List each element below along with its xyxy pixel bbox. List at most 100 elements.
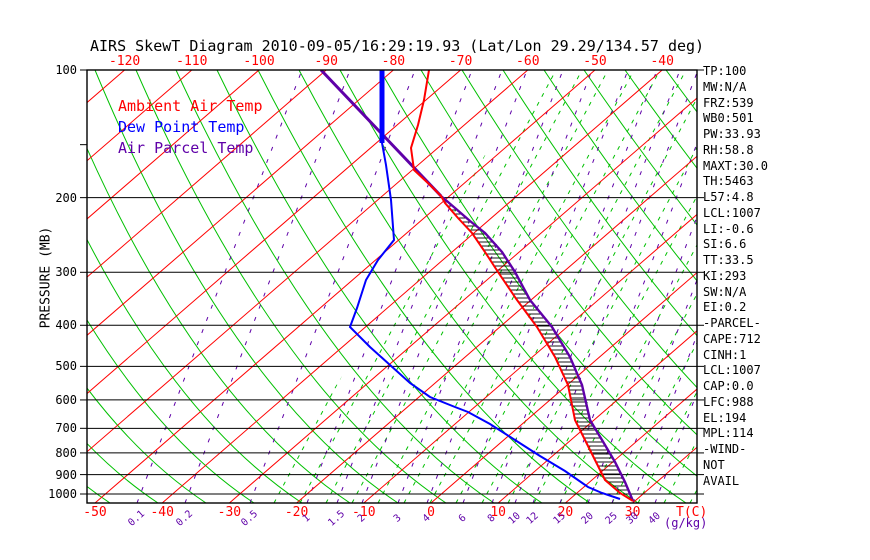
dry-adiabat-line bbox=[87, 387, 207, 503]
bottom-axis-tick-label: 0 bbox=[427, 505, 435, 520]
sounding-param: MAXT:30.0 bbox=[703, 158, 769, 173]
sounding-param: NOT bbox=[703, 457, 725, 472]
isotherm-line bbox=[363, 213, 697, 503]
sounding-param: LFC:988 bbox=[703, 394, 754, 409]
isotherm-line bbox=[87, 70, 327, 278]
top-axis-tick-label: -100 bbox=[243, 54, 275, 69]
dry-adiabat-line bbox=[420, 70, 697, 436]
sounding-param: RH:58.8 bbox=[703, 142, 754, 157]
moist-adiabat-line bbox=[533, 70, 697, 503]
cape-hatch-region bbox=[441, 196, 633, 501]
dry-adiabat-line bbox=[339, 70, 687, 503]
sounding-param: TP:100 bbox=[703, 64, 747, 78]
top-axis-tick-label: -40 bbox=[650, 54, 674, 69]
dry-adiabat-line bbox=[583, 70, 697, 226]
sounding-param: TT:33.5 bbox=[703, 253, 754, 267]
plot-frame bbox=[86, 69, 698, 504]
mixing-ratio-line bbox=[249, 70, 416, 503]
ambient-air-temp-curve bbox=[409, 70, 634, 502]
pressure-tick-label: 500 bbox=[55, 359, 77, 374]
moist-adiabat-line bbox=[481, 70, 697, 503]
sounding-param: PW:33.93 bbox=[703, 127, 761, 141]
sounding-param: MPL:114 bbox=[703, 426, 754, 441]
dry-adiabat-line bbox=[298, 70, 639, 503]
moist-adiabat-line bbox=[611, 70, 697, 503]
top-axis-tick-label: -110 bbox=[176, 54, 208, 69]
isotherm-line bbox=[430, 271, 697, 503]
isotherm-line bbox=[94, 70, 596, 503]
bottom-axis-tick-label: -40 bbox=[150, 505, 174, 520]
air-parcel-temp-curve bbox=[440, 195, 635, 502]
bottom-axis-tick-label: 10 bbox=[490, 505, 507, 520]
moist-adiabat-line bbox=[663, 70, 697, 503]
sounding-param: AVAIL bbox=[703, 473, 740, 488]
pressure-tick-label: 300 bbox=[55, 265, 77, 280]
dry-adiabat-line bbox=[94, 70, 399, 503]
isotherm-line bbox=[87, 70, 394, 337]
dry-adiabat-line bbox=[175, 70, 495, 503]
bottom-axis-tick-label: 30 bbox=[624, 505, 641, 520]
dry-adiabat-line bbox=[502, 70, 697, 337]
pressure-tick-label: 400 bbox=[55, 318, 77, 333]
pressure-tick-label: 900 bbox=[55, 467, 77, 482]
page-title: AIRS SkewT Diagram 2010-09-05/16:29:19.9… bbox=[90, 37, 705, 55]
pressure-tick-label: 800 bbox=[55, 445, 77, 460]
sounding-param: LCL:1007 bbox=[703, 363, 761, 378]
sounding-param: TH:5463 bbox=[703, 174, 754, 189]
isotherm-line bbox=[161, 70, 663, 503]
dry-adiabat-line bbox=[87, 319, 255, 503]
top-axis-tick-label: -70 bbox=[448, 54, 473, 69]
mixing-ratio-line bbox=[306, 70, 473, 503]
dry-adiabat-line bbox=[135, 70, 447, 503]
pressure-tick-label: 200 bbox=[55, 190, 77, 205]
moist-adiabat-line bbox=[768, 70, 870, 503]
moist-adiabat-line bbox=[377, 70, 609, 503]
sounding-param: CAP:0.0 bbox=[703, 379, 754, 393]
sounding-param: SI:6.6 bbox=[703, 237, 747, 252]
isotherm-line bbox=[497, 330, 697, 503]
bottom-axis-tick-label: -30 bbox=[217, 505, 242, 520]
sounding-param: EI:0.2 bbox=[703, 300, 747, 315]
sounding-param: SW:N/A bbox=[703, 284, 747, 299]
sounding-param: LI:-0.6 bbox=[703, 221, 754, 236]
legend-item-dewpoint: Dew Point Temp bbox=[118, 118, 245, 136]
dry-adiabat-line bbox=[87, 485, 111, 503]
sounding-param: MW:N/A bbox=[703, 79, 747, 94]
dry-adiabat-line bbox=[257, 70, 591, 503]
moist-adiabat-line bbox=[820, 70, 870, 503]
top-axis-tick-label: -120 bbox=[108, 54, 141, 69]
moist-adiabat-line bbox=[260, 70, 453, 503]
dew-point-temp-curve bbox=[348, 142, 621, 500]
dry-adiabat-line bbox=[624, 70, 697, 169]
pressure-tick-label: 700 bbox=[55, 421, 77, 436]
mixing-ratio-line bbox=[336, 70, 503, 503]
moist-adiabat-line bbox=[794, 70, 870, 503]
dry-adiabat-line bbox=[379, 70, 697, 477]
moist-adiabat-line bbox=[742, 70, 870, 503]
sounding-param: LCL:1007 bbox=[703, 205, 761, 220]
sounding-param: WB0:501 bbox=[703, 111, 754, 126]
dry-adiabat-line bbox=[87, 147, 351, 503]
sounding-param: L57:4.8 bbox=[703, 190, 754, 204]
moist-adiabat-line bbox=[559, 70, 697, 503]
moist-adiabat-line bbox=[846, 70, 870, 503]
moist-adiabat-line bbox=[507, 70, 697, 503]
isotherm-line bbox=[296, 155, 697, 503]
bottom-axis-tick-label: 20 bbox=[557, 505, 574, 520]
sounding-param: CINH:1 bbox=[703, 347, 747, 362]
legend-item-parcel: Air Parcel Temp bbox=[118, 139, 254, 157]
temp-axis-unit-label: T(C) bbox=[676, 505, 708, 520]
isotherm-line bbox=[87, 70, 260, 220]
top-axis-tick-label: -80 bbox=[381, 54, 406, 69]
moist-adiabat-line bbox=[455, 70, 687, 503]
moist-adiabat-line bbox=[429, 70, 661, 503]
pressure-tick-label: 100 bbox=[55, 63, 77, 77]
sounding-curves bbox=[319, 70, 635, 502]
moist-adiabat-line bbox=[325, 70, 557, 503]
moist-adiabat-line bbox=[299, 70, 531, 503]
dry-adiabat-line bbox=[87, 238, 303, 503]
isotherm-line bbox=[87, 70, 529, 453]
isotherm-line bbox=[229, 97, 697, 503]
